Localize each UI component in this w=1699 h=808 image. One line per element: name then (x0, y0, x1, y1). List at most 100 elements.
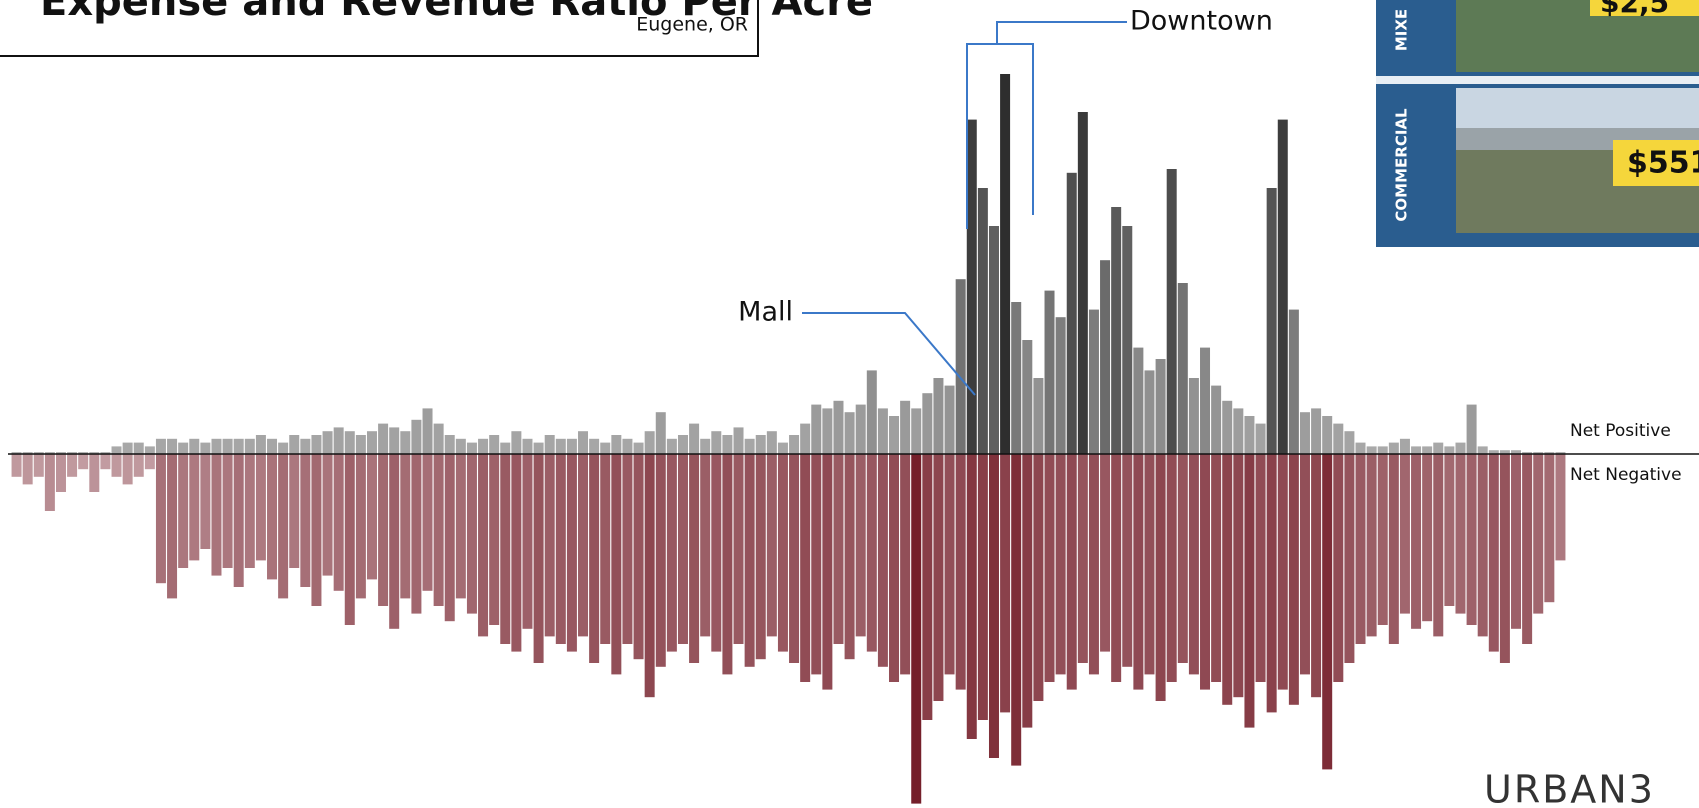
bar (223, 439, 233, 454)
bar (1056, 317, 1066, 454)
bar (589, 439, 599, 454)
bar (367, 454, 377, 579)
bar (67, 454, 77, 477)
bar (1200, 348, 1210, 454)
bar (367, 431, 377, 454)
bar (878, 454, 888, 667)
bars (12, 74, 1566, 804)
bar (789, 435, 799, 454)
bar (856, 454, 866, 636)
bar (1011, 302, 1021, 454)
bar (1356, 443, 1366, 454)
bar (1289, 454, 1299, 705)
bar (467, 443, 477, 454)
panel-label: COMMERCIAL (1393, 108, 1411, 222)
bar (889, 416, 899, 454)
bar (1200, 454, 1210, 690)
bar (456, 454, 466, 598)
bar (1433, 443, 1443, 454)
bar (200, 443, 210, 454)
bar (511, 454, 521, 652)
bar (800, 424, 810, 454)
bar (1256, 454, 1266, 682)
bar (200, 454, 210, 549)
bar (545, 454, 555, 636)
bar (156, 439, 166, 454)
bar (245, 454, 255, 568)
bar (189, 454, 199, 560)
bar (1056, 454, 1066, 674)
bar (911, 408, 921, 454)
bar (1211, 386, 1221, 454)
bar (45, 454, 55, 511)
bar (356, 435, 366, 454)
bar (600, 454, 610, 644)
bar (112, 446, 122, 454)
bar (1378, 446, 1388, 454)
bar (1011, 454, 1021, 766)
bar (1178, 454, 1188, 663)
bar (1111, 454, 1121, 682)
bar (1422, 446, 1432, 454)
bar (978, 454, 988, 720)
bar (556, 439, 566, 454)
bar (534, 443, 544, 454)
bar (1500, 454, 1510, 663)
bar (556, 454, 566, 644)
bar (1089, 310, 1099, 454)
bar (423, 454, 433, 591)
bar (1478, 446, 1488, 454)
bar (1389, 454, 1399, 644)
bar (522, 439, 532, 454)
bar (822, 408, 832, 454)
bar (1100, 454, 1110, 652)
bar (267, 454, 277, 579)
legend-label: Net Positive (1570, 421, 1671, 441)
bar (800, 454, 810, 682)
bar (334, 427, 344, 454)
bar (867, 454, 877, 652)
bar (889, 454, 899, 682)
bar (23, 454, 33, 484)
bar (167, 454, 177, 598)
bar (1489, 454, 1499, 652)
bar (178, 454, 188, 568)
bar (234, 454, 244, 587)
bar (500, 454, 510, 644)
bar (956, 454, 966, 690)
bar (689, 454, 699, 663)
bar (922, 454, 932, 720)
inset: $2,5 $551 MIXE COMMERCIAL (1376, 0, 1699, 247)
bar (311, 454, 321, 606)
bar (933, 378, 943, 454)
bar (945, 454, 955, 674)
bar (767, 454, 777, 636)
bar (134, 454, 144, 477)
bar (500, 443, 510, 454)
bar (900, 401, 910, 454)
bar (1133, 454, 1143, 690)
bar (1256, 424, 1266, 454)
bar (100, 454, 110, 469)
bar (1311, 408, 1321, 454)
bar (1300, 454, 1310, 674)
bar (1333, 454, 1343, 682)
bar (1333, 424, 1343, 454)
bar (700, 454, 710, 636)
bar (334, 454, 344, 591)
bar (1167, 454, 1177, 682)
bar (145, 446, 155, 454)
bar (311, 435, 321, 454)
bar (234, 439, 244, 454)
bar (656, 454, 666, 667)
bar (1511, 454, 1521, 629)
bar (423, 408, 433, 454)
price: $2,5 (1600, 0, 1669, 19)
bar (945, 386, 955, 454)
bar (478, 439, 488, 454)
bar (1555, 454, 1565, 560)
bar (767, 431, 777, 454)
bar (411, 454, 421, 614)
bar (1322, 454, 1332, 769)
page: {"chart_data": { "type": "bar", "title":… (0, 0, 1699, 808)
